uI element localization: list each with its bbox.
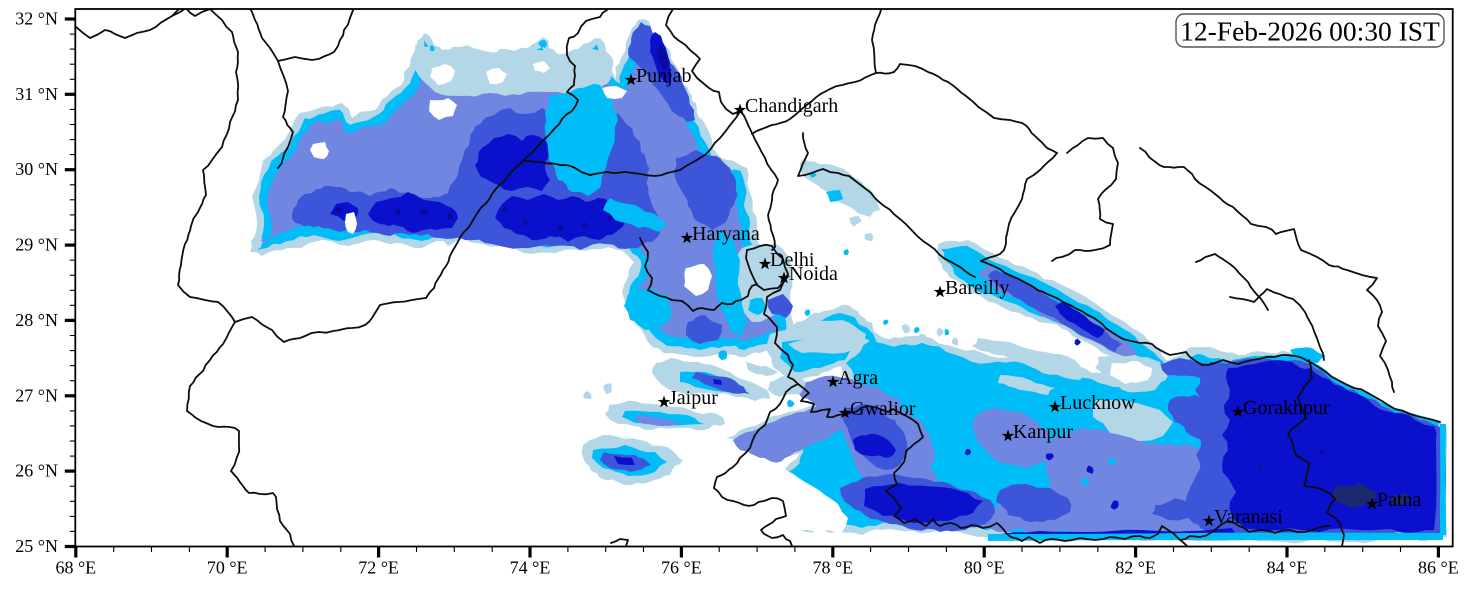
svg-text:30 °N: 30 °N [15,159,58,179]
svg-text:80 °E: 80 °E [964,558,1005,578]
svg-text:32 °N: 32 °N [15,9,58,29]
svg-text:76 °E: 76 °E [661,558,702,578]
svg-text:Lucknow: Lucknow [1060,392,1136,414]
svg-text:84 °E: 84 °E [1267,558,1308,578]
svg-text:29 °N: 29 °N [15,235,58,255]
svg-text:Chandigarh: Chandigarh [745,95,838,117]
svg-text:26 °N: 26 °N [15,461,58,481]
svg-text:Jaipur: Jaipur [669,387,718,409]
svg-text:72 °E: 72 °E [358,558,399,578]
svg-text:Kanpur: Kanpur [1013,421,1073,443]
svg-text:Delhi: Delhi [770,249,815,271]
svg-text:70 °E: 70 °E [207,558,248,578]
svg-text:Bareilly: Bareilly [945,277,1009,299]
svg-text:Haryana: Haryana [692,223,760,245]
svg-text:78 °E: 78 °E [812,558,853,578]
svg-text:28 °N: 28 °N [15,310,58,330]
svg-text:12-Feb-2026 00:30 IST: 12-Feb-2026 00:30 IST [1180,16,1440,47]
svg-text:Gwalior: Gwalior [850,398,916,420]
svg-text:Punjab: Punjab [636,65,692,87]
svg-text:82 °E: 82 °E [1115,558,1156,578]
svg-text:86 °E: 86 °E [1418,558,1459,578]
svg-text:74 °E: 74 °E [510,558,551,578]
svg-text:Patna: Patna [1377,489,1422,511]
svg-text:68 °E: 68 °E [55,558,96,578]
svg-text:Varanasi: Varanasi [1214,506,1283,528]
svg-text:Agra: Agra [838,367,878,389]
svg-text:Gorakhpur: Gorakhpur [1243,397,1330,419]
svg-text:25 °N: 25 °N [15,536,58,556]
svg-text:27 °N: 27 °N [15,385,58,405]
svg-text:Noida: Noida [789,263,838,285]
svg-text:31 °N: 31 °N [15,84,58,104]
